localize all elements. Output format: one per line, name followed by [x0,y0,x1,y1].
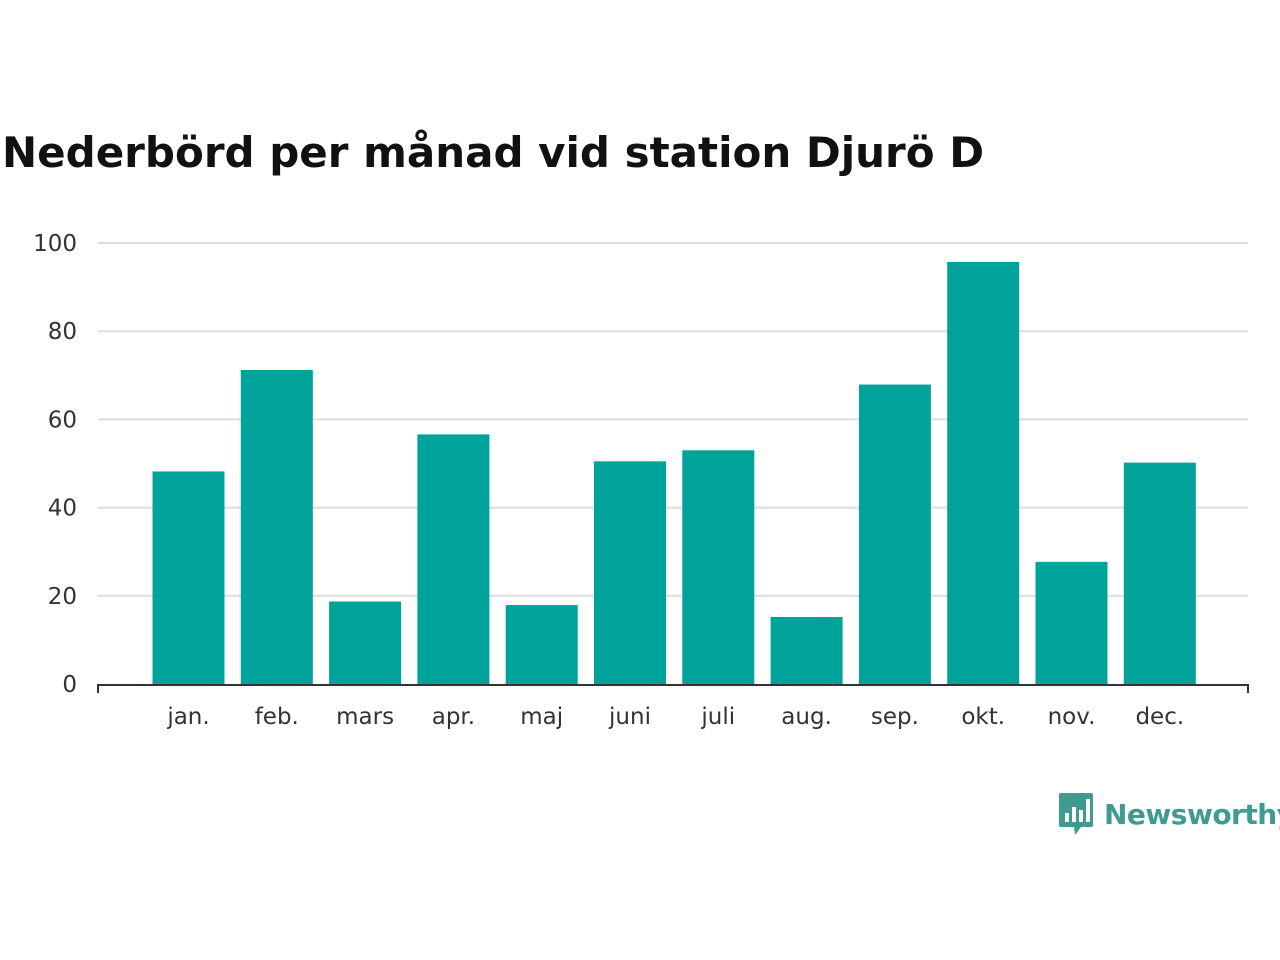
bar-maj [505,605,578,684]
brand-name: Newsworthy [1104,797,1280,831]
bar-aug [770,616,843,684]
x-tick-label: apr. [432,704,475,730]
x-axis-labels: jan. feb. mars apr. maj juni juli aug. sep. okt. n… [166,704,1184,730]
y-tick-label: 100 [33,231,77,257]
newsworthy-logo-icon [1059,793,1093,835]
bar-nov [1035,561,1108,684]
x-tick-label: okt. [961,704,1005,730]
y-axis-labels: 0 20 40 60 80 100 [33,231,77,698]
bar-juli [682,450,755,684]
bar-sep [858,384,931,684]
y-tick-label: 80 [48,319,77,345]
bar-feb [240,370,313,684]
y-tick-label: 0 [62,672,77,698]
bar-apr [417,434,490,684]
x-tick-label: maj [520,704,563,730]
x-tick-label: juni [608,704,651,730]
y-tick-label: 60 [48,407,77,433]
bar-okt [947,261,1020,684]
bars [152,261,1196,684]
x-tick-label: feb. [255,704,299,730]
x-tick-label: jan. [166,704,209,730]
x-tick-label: dec. [1135,704,1184,730]
bar-jan [152,471,225,684]
x-tick-label: sep. [871,704,919,730]
y-tick-label: 40 [48,496,77,522]
bar-juni [594,461,666,684]
x-axis [97,684,1249,693]
bar-mars [329,601,402,684]
newsworthy-brand: Newsworthy [1058,790,1280,838]
chart-title: Nederbörd per månad vid station Djurö D [2,128,985,177]
y-tick-label: 20 [48,584,77,610]
bar-dec [1123,462,1196,684]
x-tick-label: aug. [781,704,832,730]
x-tick-label: nov. [1048,704,1096,730]
x-tick-label: mars [336,704,394,730]
x-tick-label: juli [700,704,735,730]
